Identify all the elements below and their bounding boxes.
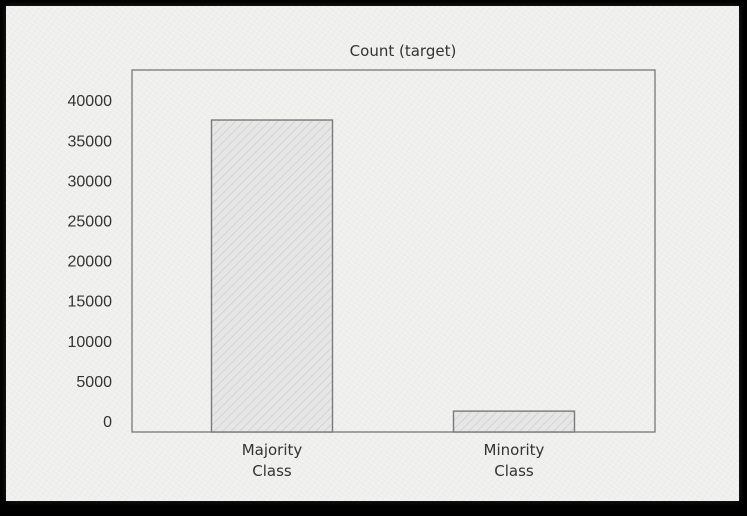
y-tick-label: 35000: [68, 133, 113, 150]
y-tick-label: 15000: [68, 294, 113, 311]
x-tick-label: Minority Class: [484, 441, 545, 480]
y-tick-label: 0: [103, 414, 112, 431]
chart-background: [6, 6, 739, 501]
y-tick-label: 5000: [76, 374, 112, 391]
bar-minority-class: [452, 410, 576, 433]
x-tick-label-line: Majority: [242, 441, 303, 459]
bar-majority-class: [210, 119, 334, 433]
x-tick-label-line: Class: [252, 462, 292, 480]
x-tick-label: Majority Class: [242, 441, 303, 480]
y-tick-label: 10000: [68, 334, 113, 351]
y-tick-label: 40000: [68, 93, 113, 110]
x-tick-label-line: Minority: [484, 441, 545, 459]
y-tick-label: 25000: [68, 214, 113, 231]
y-tick-label: 30000: [68, 173, 113, 190]
plot-area: [131, 69, 656, 433]
x-tick-label-line: Class: [494, 462, 534, 480]
chart-title: Count (target): [350, 42, 457, 60]
y-tick-label: 20000: [68, 254, 113, 271]
